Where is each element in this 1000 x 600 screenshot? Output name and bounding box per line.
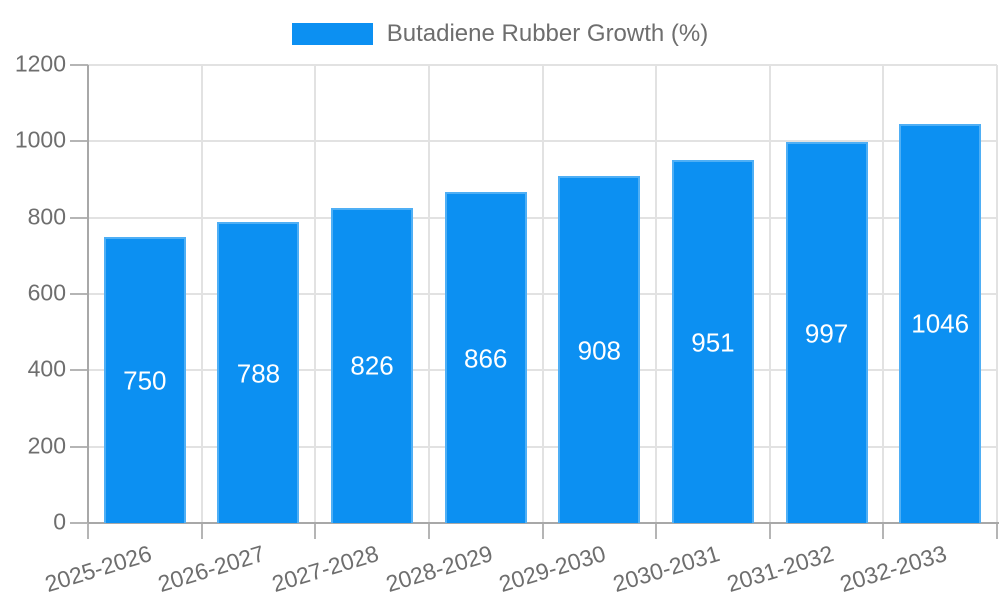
x-gridline [655, 65, 658, 523]
x-gridline [314, 65, 317, 523]
bar-value-label: 826 [350, 350, 394, 381]
x-tick-mark [200, 523, 203, 539]
x-tick-mark [427, 523, 430, 539]
x-gridline [200, 65, 203, 523]
x-tick-mark [314, 523, 317, 539]
y-tick-label: 800 [27, 203, 66, 230]
y-axis-line [87, 65, 89, 523]
bar[interactable]: 1046 [899, 123, 982, 523]
bar[interactable]: 750 [103, 236, 186, 523]
y-tick-mark [70, 216, 88, 219]
y-tick-mark [70, 293, 88, 295]
y-tick-label: 1200 [14, 50, 66, 77]
x-tick-mark [882, 523, 885, 539]
y-tick-mark [70, 140, 88, 143]
x-tick-mark [87, 523, 89, 539]
bar[interactable]: 788 [217, 222, 300, 523]
bar-value-label: 1046 [911, 308, 970, 339]
x-tick-mark [655, 523, 658, 539]
x-gridline [427, 65, 430, 523]
bar[interactable]: 908 [558, 176, 641, 523]
y-tick-mark [70, 445, 88, 448]
bar[interactable]: 951 [671, 160, 754, 523]
bar-value-label: 997 [804, 318, 849, 349]
x-gridline [541, 65, 544, 523]
x-tick-mark [768, 523, 771, 539]
y-tick-mark [70, 64, 88, 66]
y-tick-label: 200 [27, 432, 66, 459]
bar[interactable]: 997 [785, 142, 868, 523]
bar[interactable]: 866 [444, 192, 527, 523]
x-tick-mark [541, 523, 544, 539]
y-tick-mark [70, 369, 88, 372]
legend-swatch [291, 23, 373, 45]
legend-label: Butadiene Rubber Growth (%) [386, 20, 709, 47]
x-tick-mark [996, 523, 998, 539]
x-gridline [882, 65, 885, 523]
bar[interactable]: 826 [331, 207, 414, 523]
bar-value-label: 750 [123, 365, 167, 396]
y-tick-mark [70, 522, 88, 524]
bar-value-label: 866 [463, 343, 508, 374]
y-tick-label: 400 [27, 355, 66, 382]
legend[interactable]: Butadiene Rubber Growth (%) [0, 20, 1000, 48]
bar-value-label: 908 [577, 335, 621, 366]
bar-value-label: 951 [691, 327, 735, 357]
x-axis-line [88, 522, 999, 524]
x-gridline [996, 65, 998, 523]
y-tick-label: 600 [27, 279, 66, 306]
bar-value-label: 788 [236, 358, 281, 389]
y-tick-label: 0 [53, 508, 66, 535]
x-gridline [768, 65, 771, 523]
y-tick-label: 1000 [14, 126, 66, 153]
